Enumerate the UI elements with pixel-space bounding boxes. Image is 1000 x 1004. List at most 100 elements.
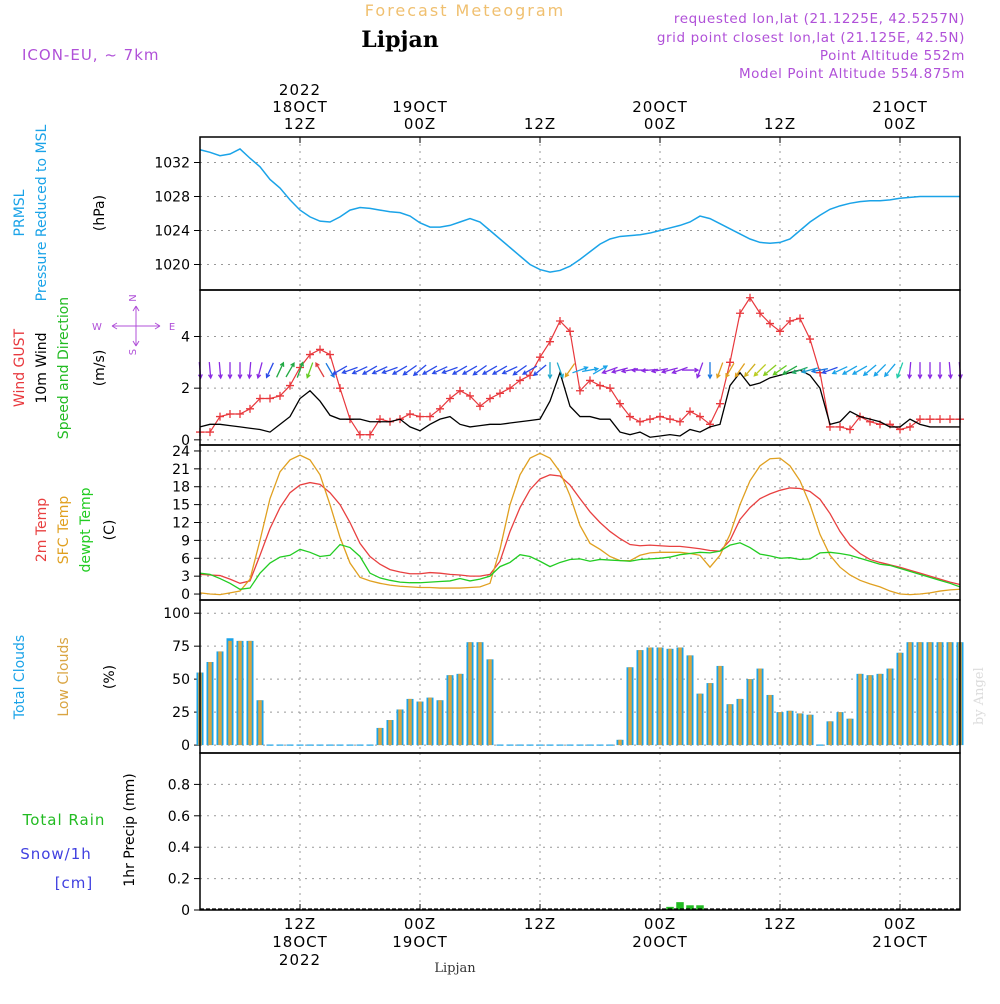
bar-rain [686, 905, 694, 910]
gust-marker [936, 415, 944, 424]
wind-direction-arrow [660, 367, 678, 374]
panel-temperature: 0 3 6 912 15 18 21 24 2m Temp SFC Temp dewpt Temp (… [34, 444, 961, 603]
y-tick-label: 100 [163, 606, 190, 622]
gust-marker [256, 394, 264, 403]
y-tick-label: 0.4 [168, 840, 190, 856]
bar-low-clouds [688, 655, 692, 746]
time-label-top: 00Z [404, 115, 436, 133]
y-tick-label: 0 [181, 433, 190, 449]
wind-direction-arrow [947, 362, 953, 380]
wind-direction-arrow [431, 366, 448, 375]
wind-direction-arrow [650, 368, 668, 374]
compass-rose: N S W E [92, 294, 175, 355]
gust-marker [356, 430, 364, 439]
time-label-top: 20OCT [632, 98, 688, 116]
wind-direction-arrow [937, 362, 943, 380]
axis-label-gust: Wind GUST [12, 328, 28, 407]
axis-label-t2m: 2m Temp [34, 498, 50, 562]
panel-clouds: 0 25 50 75 100 Total Clouds Low Clouds (%) [12, 600, 964, 754]
bar-low-clouds [778, 712, 782, 746]
gust-marker [686, 407, 694, 416]
gust-marker [496, 389, 504, 398]
wind-direction-arrow [781, 365, 798, 375]
bar-low-clouds [658, 647, 662, 746]
gust-marker [926, 415, 934, 424]
series-t2m-line [199, 474, 961, 586]
gust-marker [546, 337, 554, 346]
wind-direction-arrow [472, 364, 487, 376]
bar-low-clouds [918, 642, 922, 746]
bar-low-clouds [388, 720, 392, 746]
gust-marker [556, 317, 564, 325]
gust-marker [426, 412, 434, 421]
bar-low-clouds [638, 650, 642, 746]
time-label-top: 2022 [279, 81, 321, 99]
wind-direction-arrow [927, 362, 933, 380]
y-tick-label: 24 [172, 444, 190, 460]
gust-marker [766, 319, 774, 328]
axis-label-dewpt: dewpt Temp [78, 487, 94, 572]
gust-marker [576, 386, 584, 395]
point-altitude: Point Altitude 552m [820, 48, 965, 64]
wind-direction-arrow [461, 365, 478, 375]
wind-direction-arrow [421, 365, 438, 375]
gust-marker [456, 386, 464, 395]
wind-direction-arrow [696, 362, 704, 379]
chart-layer: 1020 1024 1028 1032 PRMSL Pressure Reduced to… [12, 81, 964, 969]
wind-direction-arrow [821, 366, 838, 375]
bar-low-clouds [828, 721, 832, 746]
bar-low-clouds [478, 642, 482, 746]
legend-snow: Snow/1h [20, 845, 92, 863]
wind-direction-arrow [265, 362, 274, 379]
gust-marker [746, 293, 754, 302]
bar-low-clouds [408, 698, 412, 746]
y-tick-label: 1020 [154, 258, 190, 274]
gust-marker [216, 412, 224, 421]
bar-low-clouds [228, 640, 232, 746]
y-tick-label: 1024 [154, 224, 190, 240]
bar-low-clouds [898, 652, 902, 746]
gust-marker [266, 394, 274, 403]
gust-marker [286, 381, 294, 390]
time-label-bottom: 21OCT [872, 933, 928, 951]
y-tick-label: 0.8 [168, 777, 190, 793]
gust-marker [326, 350, 334, 359]
y-tick-label: 9 [181, 533, 190, 549]
wind-direction-arrow [361, 365, 378, 375]
time-label-bottom: 00Z [884, 915, 916, 933]
wind-direction-arrow [521, 365, 538, 375]
time-label-bottom: 12Z [764, 915, 796, 933]
wind-direction-arrow [285, 361, 295, 378]
gust-marker [906, 422, 914, 431]
wind-direction-arrow [791, 366, 808, 375]
bar-low-clouds [398, 709, 402, 746]
bar-low-clouds [908, 642, 912, 746]
gust-marker [236, 410, 244, 418]
axis-unit-wind: (m/s) [92, 350, 108, 387]
time-label-bottom: 20OCT [632, 933, 688, 951]
wind-direction-arrow [481, 365, 498, 375]
wind-direction-arrow [412, 364, 427, 377]
y-tick-label: 75 [172, 639, 190, 655]
model-altitude: Model Point Altitude 554.875m [739, 66, 965, 82]
bar-low-clouds [948, 642, 952, 746]
gust-marker [676, 417, 684, 426]
footer-location: Lipjan [434, 961, 476, 976]
wind-direction-arrow [896, 362, 904, 379]
wind-direction-arrow [907, 362, 913, 380]
bar-low-clouds [728, 704, 732, 746]
wind-direction-arrow [441, 366, 458, 375]
axis-label-precip: 1hr Precip (mm) [122, 773, 138, 886]
gust-marker [436, 404, 444, 413]
wind-direction-arrow [851, 365, 868, 375]
wind-direction-arrow [371, 366, 388, 375]
product-title: Forecast Meteogram [365, 1, 565, 20]
gust-marker [566, 327, 574, 336]
credit-label: by Angel [972, 667, 987, 725]
time-label-bottom: 12Z [284, 915, 316, 933]
axis-label-sfc: SFC Temp [56, 496, 72, 565]
bar-low-clouds [218, 651, 222, 746]
